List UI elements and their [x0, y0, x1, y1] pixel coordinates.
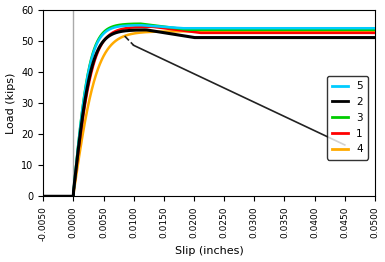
Y-axis label: Load (kips): Load (kips): [5, 72, 15, 134]
Legend: 5, 2, 3, 1, 4: 5, 2, 3, 1, 4: [327, 76, 368, 160]
X-axis label: Slip (inches): Slip (inches): [175, 247, 243, 256]
